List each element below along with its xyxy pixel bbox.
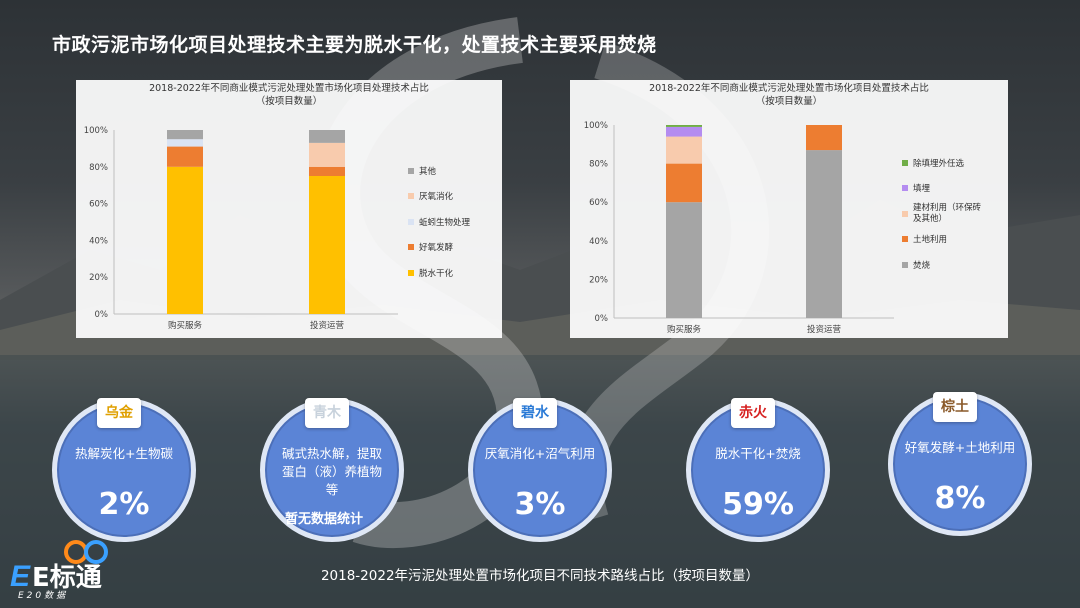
route-value: 59% — [722, 487, 794, 522]
y-tick-label: 0% — [95, 310, 109, 320]
y-tick-label: 80% — [89, 163, 108, 173]
bar-segment — [666, 136, 702, 164]
route-badge-qingmu: 青木 — [305, 398, 349, 428]
y-tick-label: 40% — [589, 237, 608, 247]
bar-segment — [167, 146, 203, 167]
route-circle-qingmu: 碱式热水解，提取蛋白（液）养植物等 — [260, 398, 404, 542]
legend-treatment: 其他厌氧消化蚯蚓生物处理 好氧发酵脱水干化 — [408, 158, 470, 286]
legend-swatch — [902, 159, 908, 166]
y-tick-label: 60% — [89, 200, 108, 210]
route-value: 8% — [934, 481, 986, 516]
logo-mark-icon: E E标通 — [10, 540, 108, 593]
legend-item: 厌氧消化 — [408, 184, 470, 210]
chart-title-disposal: 2018-2022年不同商业模式污泥处理处置市场化项目处置技术占比 （按项目数量… — [649, 83, 929, 107]
y-tick-label: 100% — [84, 126, 108, 136]
route-text: 碱式热水解，提取蛋白（液）养植物等 — [281, 446, 382, 497]
bar-segment — [309, 130, 345, 143]
route-text: 脱水干化+焚烧 — [715, 446, 801, 461]
legend-swatch — [408, 167, 414, 174]
legend-swatch — [408, 244, 414, 251]
legend-swatch — [408, 193, 414, 200]
x-tick-label: 投资运营 — [310, 320, 344, 331]
route-value: 2% — [98, 487, 150, 522]
bar-segment — [666, 163, 702, 203]
legend-item: 建材利用（环保砖及其他） — [902, 201, 985, 227]
legend-item: 其他 — [408, 158, 470, 184]
no-data-note: 暂无数据统计 — [285, 512, 364, 527]
route-text: 热解炭化+生物碳 — [75, 446, 173, 461]
legend-label: 填埋 — [913, 184, 931, 195]
route-badge-wujin: 乌金 — [97, 398, 141, 428]
route-text: 好氧发酵+土地利用 — [904, 440, 1016, 455]
legend-item: 填埋 — [902, 176, 985, 202]
legend-label: 厌氧消化 — [419, 192, 454, 203]
bar-segment — [309, 166, 345, 176]
y-tick-label: 80% — [589, 160, 608, 170]
x-tick-label: 购买服务 — [667, 324, 702, 335]
bar-segment — [666, 125, 702, 127]
legend-swatch — [902, 185, 908, 192]
legend-item: 焚烧 — [902, 252, 985, 278]
bar-segment — [309, 142, 345, 167]
legend-label: 土地利用 — [913, 235, 948, 246]
legend-item: 土地利用 — [902, 227, 985, 253]
footer-caption: 2018-2022年污泥处理处置市场化项目不同技术路线占比（按项目数量） — [320, 568, 760, 584]
bar-segment — [167, 166, 203, 314]
bar-segment — [666, 202, 702, 318]
svg-text:E: E — [10, 560, 31, 590]
legend-item: 蚯蚓生物处理 — [408, 209, 470, 235]
legend-label: 好氧发酵 — [419, 243, 454, 254]
chart-disposal-svg: 0% 20% 40% 60% 80% 100% 购买服务 投资运营 — [584, 121, 894, 335]
legend-swatch — [408, 269, 414, 276]
chart-panel-disposal: 2018-2022年不同商业模式污泥处理处置市场化项目处置技术占比 （按项目数量… — [570, 80, 1008, 338]
legend-label: 建材利用（环保砖及其他） — [913, 202, 982, 224]
legend-label: 焚烧 — [913, 260, 931, 271]
y-tick-label: 100% — [584, 121, 608, 131]
x-tick-label: 投资运营 — [807, 324, 841, 335]
bar-segment — [806, 125, 842, 151]
legend-swatch — [902, 261, 908, 268]
page-title: 市政污泥市场化项目处理技术主要为脱水干化，处置技术主要采用焚烧 — [52, 34, 657, 56]
y-tick-label: 20% — [589, 275, 608, 285]
y-tick-label: 60% — [589, 198, 608, 208]
bar-segment — [167, 139, 203, 147]
route-circle-chihuo: 脱水干化+焚烧 59% — [686, 398, 830, 542]
svg-text:E标通: E标通 — [32, 563, 102, 590]
logo-subtitle: E20数据 — [18, 591, 69, 601]
legend-label: 脱水干化 — [419, 268, 454, 279]
route-badge-chihuo: 赤火 — [731, 398, 775, 428]
legend-label: 蚯蚓生物处理 — [419, 217, 471, 228]
chart-title-treatment: 2018-2022年不同商业模式污泥处理处置市场化项目处理技术占比 （按项目数量… — [149, 83, 429, 107]
route-badge-bishui: 碧水 — [513, 398, 557, 428]
legend-item: 好氧发酵 — [408, 235, 470, 261]
legend-disposal: 除填埋外任选 填埋建材利用（环保砖及其他） 土地利用焚烧 — [902, 150, 985, 278]
legend-item: 脱水干化 — [408, 260, 470, 286]
legend-swatch — [408, 218, 414, 225]
chart-treatment-svg: 0% 20% 40% 60% 80% 100% 购买服务 投资运营 — [84, 126, 398, 331]
legend-label: 其他 — [419, 166, 437, 177]
legend-label: 除填埋外任选 — [913, 158, 965, 169]
bar-segment — [167, 130, 203, 140]
y-tick-label: 40% — [89, 236, 108, 246]
legend-swatch — [902, 236, 908, 243]
y-tick-label: 20% — [89, 273, 108, 283]
bar-segment — [806, 150, 842, 318]
x-tick-label: 购买服务 — [168, 320, 203, 331]
bar-segment — [666, 126, 702, 137]
route-badge-zongtu: 棕土 — [933, 392, 977, 422]
bar-segment — [309, 176, 345, 314]
y-tick-label: 0% — [595, 314, 609, 324]
legend-swatch — [902, 210, 908, 217]
route-value: 3% — [514, 487, 566, 522]
chart-panel-treatment: 2018-2022年不同商业模式污泥处理处置市场化项目处理技术占比 （按项目数量… — [76, 80, 502, 338]
legend-item: 除填埋外任选 — [902, 150, 985, 176]
route-text: 厌氧消化+沼气利用 — [484, 446, 596, 461]
logo: E E标通 E20数据 — [6, 538, 116, 604]
